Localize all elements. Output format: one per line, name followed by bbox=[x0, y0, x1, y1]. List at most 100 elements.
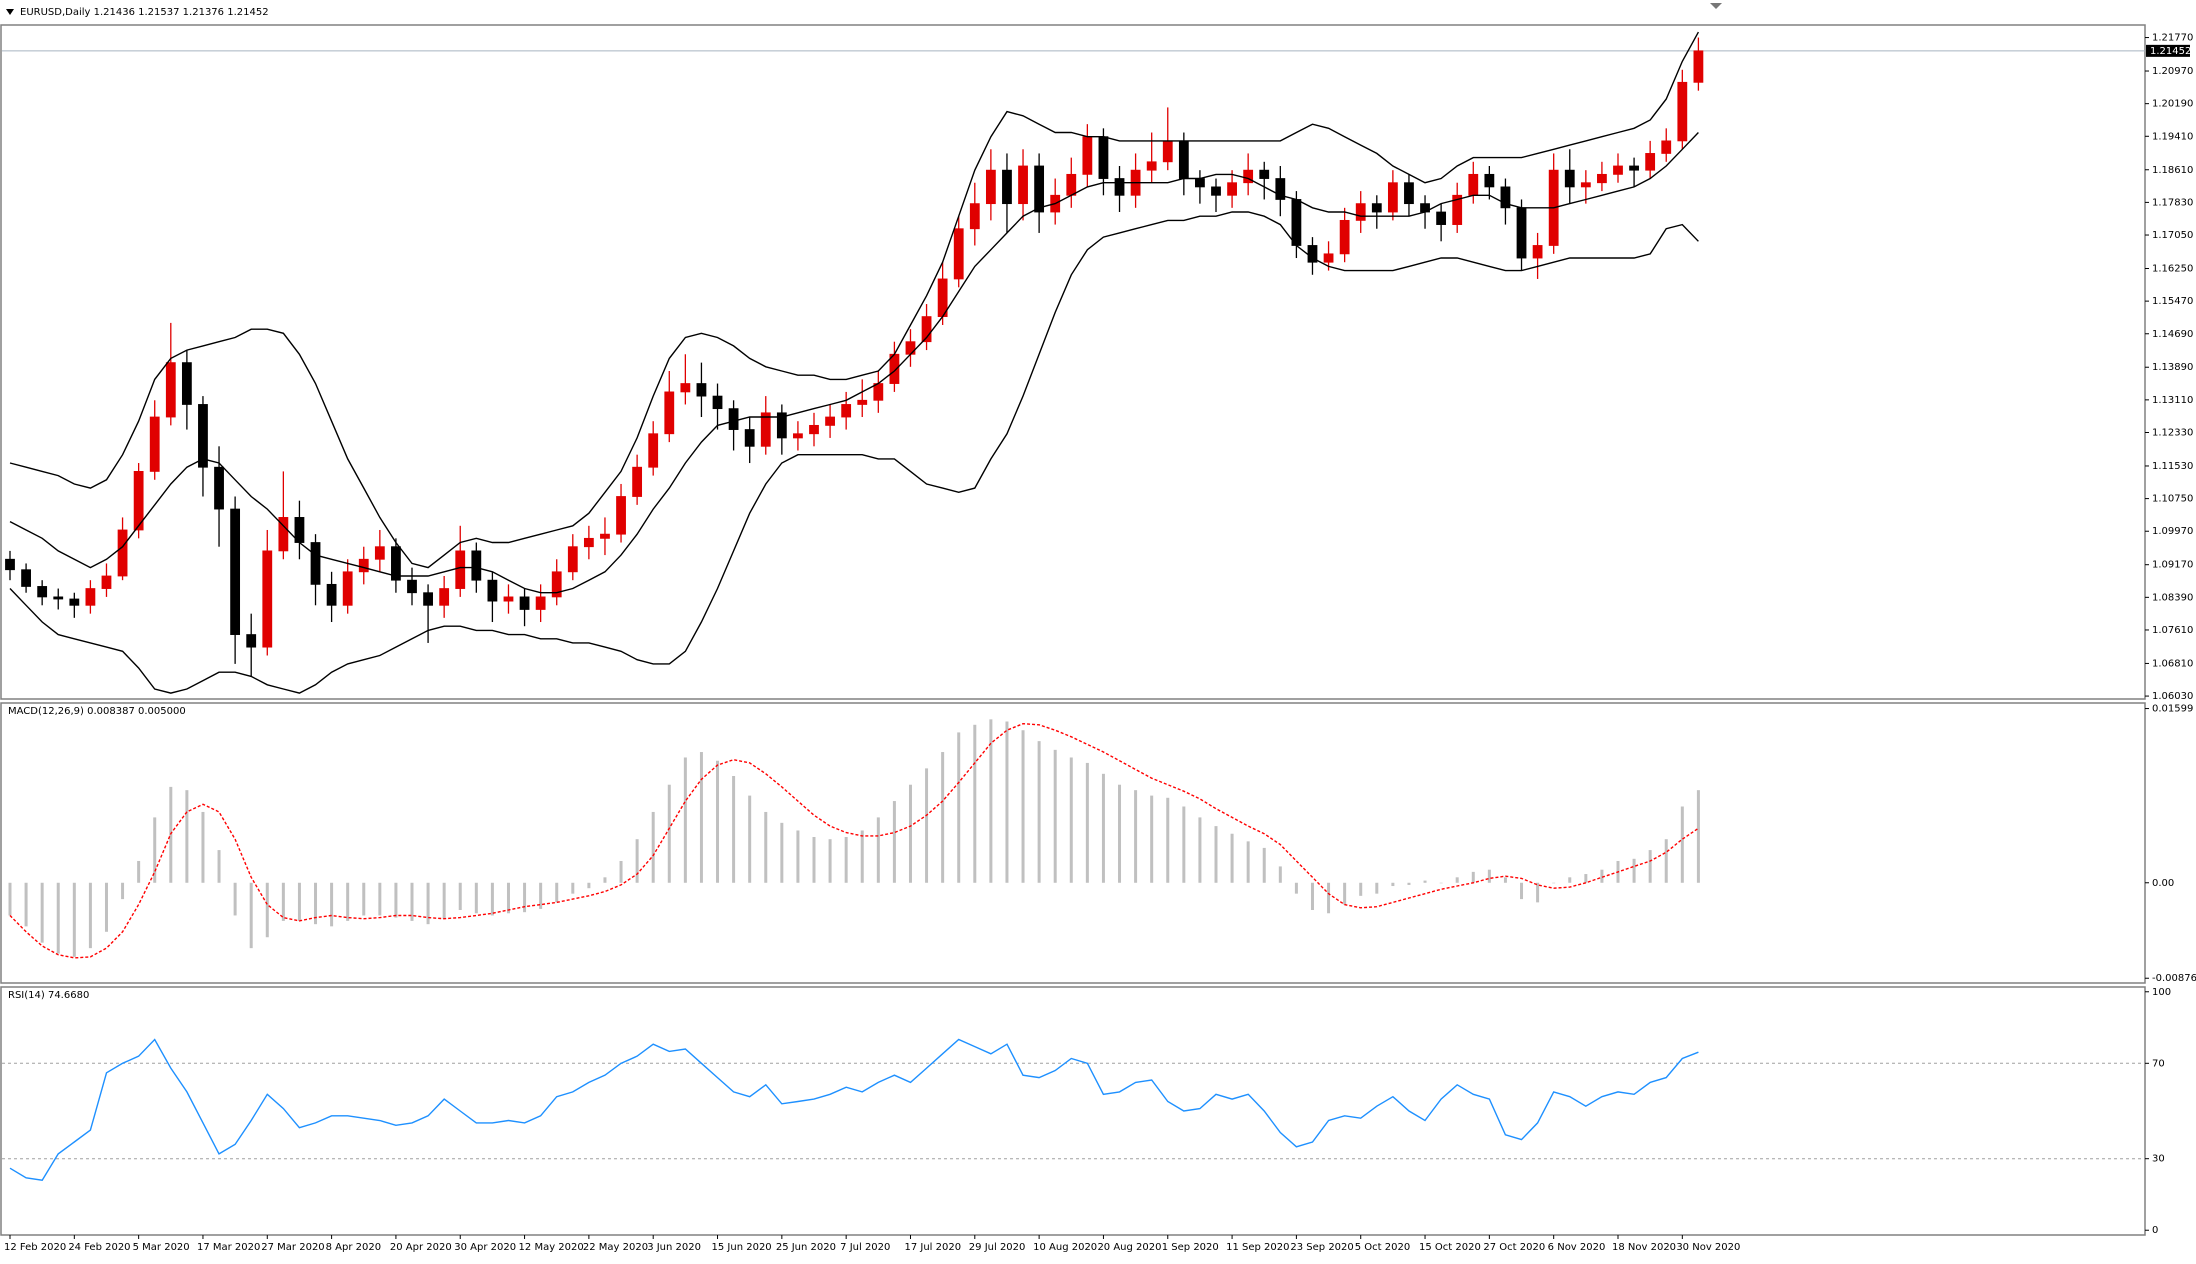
candle-body bbox=[21, 569, 31, 587]
macd-bar bbox=[1359, 882, 1363, 896]
candle-body bbox=[728, 408, 739, 430]
x-tick-label: 3 Jun 2020 bbox=[647, 1242, 701, 1253]
candle-body bbox=[519, 596, 530, 610]
shift-marker bbox=[1710, 3, 1722, 9]
macd-bar bbox=[1552, 882, 1556, 884]
macd-bar bbox=[169, 786, 173, 883]
candle-body bbox=[776, 412, 787, 439]
x-tick-label: 30 Nov 2020 bbox=[1676, 1242, 1740, 1253]
y-tick-label: 1.20970 bbox=[2152, 66, 2193, 77]
macd-bar bbox=[1327, 882, 1331, 914]
macd-bar bbox=[989, 719, 993, 883]
candle-body bbox=[1484, 173, 1495, 188]
candle-body bbox=[101, 575, 112, 589]
x-tick-label: 20 Aug 2020 bbox=[1097, 1242, 1161, 1253]
y-tick-label: 1.06030 bbox=[2152, 691, 2193, 702]
macd-bar bbox=[1150, 795, 1154, 883]
candle-body bbox=[953, 228, 964, 280]
macd-bar bbox=[1053, 749, 1057, 883]
candle-body bbox=[53, 596, 64, 600]
last-price-tag bbox=[2146, 44, 2190, 57]
macd-bar bbox=[24, 882, 28, 927]
x-tick-label: 23 Sep 2020 bbox=[1290, 1242, 1353, 1253]
candle-body bbox=[1532, 245, 1543, 259]
candle-body bbox=[1613, 165, 1623, 175]
y-tick-label: 1.15470 bbox=[2152, 296, 2193, 307]
macd-bar bbox=[812, 837, 816, 883]
x-tick-label: 12 Feb 2020 bbox=[4, 1242, 66, 1253]
x-tick-label: 5 Oct 2020 bbox=[1355, 1242, 1410, 1253]
candle-body bbox=[391, 546, 401, 581]
candle-body bbox=[1162, 140, 1173, 163]
x-tick-label: 22 May 2020 bbox=[583, 1242, 648, 1253]
macd-bar bbox=[1439, 882, 1443, 884]
candle-body bbox=[149, 416, 160, 472]
candle-body bbox=[1661, 140, 1672, 154]
candle-body bbox=[471, 550, 482, 581]
candle-body bbox=[648, 433, 659, 468]
macd-bar bbox=[1005, 721, 1009, 883]
macd-bar bbox=[667, 784, 671, 883]
macd-bar bbox=[1021, 730, 1025, 883]
candle-body bbox=[1516, 207, 1527, 259]
macd-bar bbox=[876, 817, 880, 883]
macd-bar bbox=[892, 801, 896, 883]
macd-bar bbox=[249, 882, 253, 949]
y-tick-label: 1.09970 bbox=[2152, 526, 2193, 537]
macd-bar bbox=[442, 882, 446, 919]
candle-body bbox=[69, 598, 80, 606]
macd-bar bbox=[506, 882, 510, 914]
macd-bar bbox=[1536, 882, 1540, 903]
macd-bar bbox=[780, 822, 784, 883]
candle-body bbox=[696, 383, 707, 397]
indicator-line bbox=[9, 1038, 1699, 1181]
y-tick-label: 1.13890 bbox=[2152, 362, 2193, 373]
macd-bar bbox=[1664, 839, 1668, 883]
candle-body bbox=[181, 362, 192, 405]
macd-bar bbox=[410, 882, 414, 921]
macd-bar bbox=[716, 760, 720, 883]
y-tick-label: 1.21770 bbox=[2152, 33, 2193, 44]
candle-body bbox=[760, 412, 771, 447]
macd-bar bbox=[153, 817, 157, 883]
candle-body bbox=[1243, 169, 1254, 184]
macd-bar bbox=[748, 795, 752, 883]
candle-body bbox=[632, 466, 643, 497]
y-tick-label: 100 bbox=[2152, 987, 2171, 998]
candle-body bbox=[358, 558, 369, 573]
macd-bar bbox=[1648, 850, 1652, 883]
macd-bar bbox=[1037, 741, 1041, 883]
y-tick-label: 30 bbox=[2152, 1154, 2165, 1165]
macd-bar bbox=[490, 882, 494, 916]
macd-bar bbox=[378, 882, 382, 916]
macd-bar bbox=[1101, 773, 1105, 883]
y-tick-label: 1.20190 bbox=[2152, 99, 2193, 110]
candle-body bbox=[1339, 219, 1350, 255]
candle-body bbox=[921, 316, 932, 343]
macd-bar bbox=[539, 882, 543, 909]
indicator-line bbox=[9, 132, 1699, 594]
macd-bar bbox=[1680, 806, 1684, 883]
macd-bar bbox=[1503, 877, 1507, 883]
candle-body bbox=[1066, 173, 1077, 196]
macd-bar bbox=[1600, 869, 1604, 883]
indicator-line bbox=[9, 211, 1699, 694]
candle-body bbox=[1323, 253, 1334, 263]
x-tick-label: 27 Mar 2020 bbox=[261, 1242, 324, 1253]
candle-body bbox=[1355, 203, 1366, 221]
candle-body bbox=[1693, 50, 1704, 83]
x-tick-label: 29 Jul 2020 bbox=[969, 1242, 1026, 1253]
x-tick-label: 17 Jul 2020 bbox=[904, 1242, 961, 1253]
candle-body bbox=[1082, 136, 1093, 175]
candle-body bbox=[535, 596, 546, 610]
candle-body bbox=[873, 383, 884, 401]
macd-bar bbox=[1166, 797, 1170, 883]
candle-body bbox=[1018, 165, 1028, 205]
candle-body bbox=[133, 471, 144, 531]
rsi-title: RSI(14) 74.6680 bbox=[8, 990, 89, 1001]
candle-body bbox=[600, 533, 610, 539]
macd-bar bbox=[925, 768, 929, 883]
macd-bar bbox=[1632, 858, 1636, 883]
macd-bar bbox=[1230, 833, 1234, 883]
